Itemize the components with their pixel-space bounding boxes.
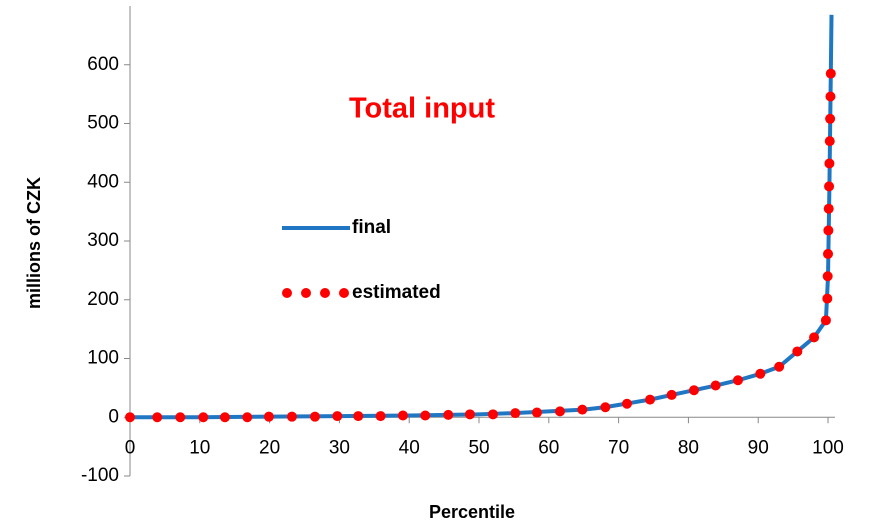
- y-tick-label: 600: [87, 54, 119, 75]
- y-tick-label: 0: [108, 406, 119, 427]
- x-tick-label: 50: [468, 437, 489, 458]
- data-point: [820, 315, 831, 326]
- data-point: [375, 411, 386, 422]
- y-tick-label: 300: [87, 230, 119, 251]
- legend-label: estimated: [352, 282, 441, 303]
- x-tick-label: 80: [678, 437, 699, 458]
- data-point: [689, 385, 699, 396]
- data-point: [824, 136, 835, 147]
- data-point: [577, 404, 588, 415]
- y-tick-label: 100: [87, 348, 119, 369]
- data-point: [825, 91, 836, 102]
- data-point: [510, 408, 521, 419]
- data-point: [774, 361, 785, 372]
- data-point: [822, 293, 833, 304]
- data-point: [332, 411, 343, 422]
- data-point: [219, 412, 230, 423]
- data-point: [443, 409, 454, 420]
- data-point: [531, 407, 542, 418]
- chart-title: Total input: [349, 93, 495, 125]
- data-point: [198, 412, 209, 423]
- data-point: [823, 203, 834, 214]
- x-tick-label: 40: [399, 437, 420, 458]
- data-point: [822, 271, 833, 282]
- data-point: [464, 409, 475, 420]
- y-tick-label: 400: [87, 171, 119, 192]
- data-point: [175, 412, 186, 423]
- data-point: [792, 346, 803, 357]
- x-tick-label: 30: [329, 437, 350, 458]
- x-tick-label: 0: [125, 437, 136, 458]
- data-point: [823, 248, 834, 259]
- data-point: [825, 68, 836, 79]
- data-point: [487, 409, 498, 420]
- data-point: [666, 389, 677, 400]
- data-point: [755, 368, 766, 379]
- data-point: [645, 394, 656, 405]
- data-point: [824, 158, 835, 169]
- data-point: [242, 412, 253, 423]
- y-tick-label: 500: [87, 113, 119, 134]
- data-point: [621, 398, 632, 409]
- data-point: [353, 411, 364, 422]
- x-tick-label: 20: [259, 437, 280, 458]
- legend-swatch: [282, 288, 292, 298]
- data-point: [825, 113, 836, 124]
- y-axis-title: millions of CZK: [24, 177, 44, 309]
- data-point: [309, 411, 320, 422]
- data-point: [824, 181, 835, 192]
- y-tick-label: 200: [87, 289, 119, 310]
- legend-swatch: [301, 288, 311, 298]
- data-point: [125, 412, 135, 423]
- x-tick-label: 90: [748, 437, 769, 458]
- x-axis-title: Percentile: [429, 502, 515, 522]
- data-point: [263, 411, 274, 422]
- x-tick-label: 10: [189, 437, 210, 458]
- data-point: [397, 410, 408, 421]
- legend-label: final: [352, 217, 391, 238]
- legend-swatch: [339, 288, 349, 298]
- x-tick-label: 60: [538, 437, 559, 458]
- y-tick-label: -100: [81, 465, 119, 486]
- data-point: [732, 375, 743, 386]
- data-point: [420, 410, 431, 421]
- data-point: [600, 402, 611, 413]
- data-point: [823, 225, 834, 236]
- x-tick-label: 70: [608, 437, 629, 458]
- data-point: [554, 406, 565, 417]
- series-line: [130, 14, 834, 420]
- legend-swatch: [320, 288, 330, 298]
- x-tick-label: 100: [812, 437, 844, 458]
- data-point: [286, 411, 297, 422]
- data-point: [152, 412, 163, 423]
- data-point: [710, 380, 721, 391]
- data-point: [809, 332, 820, 343]
